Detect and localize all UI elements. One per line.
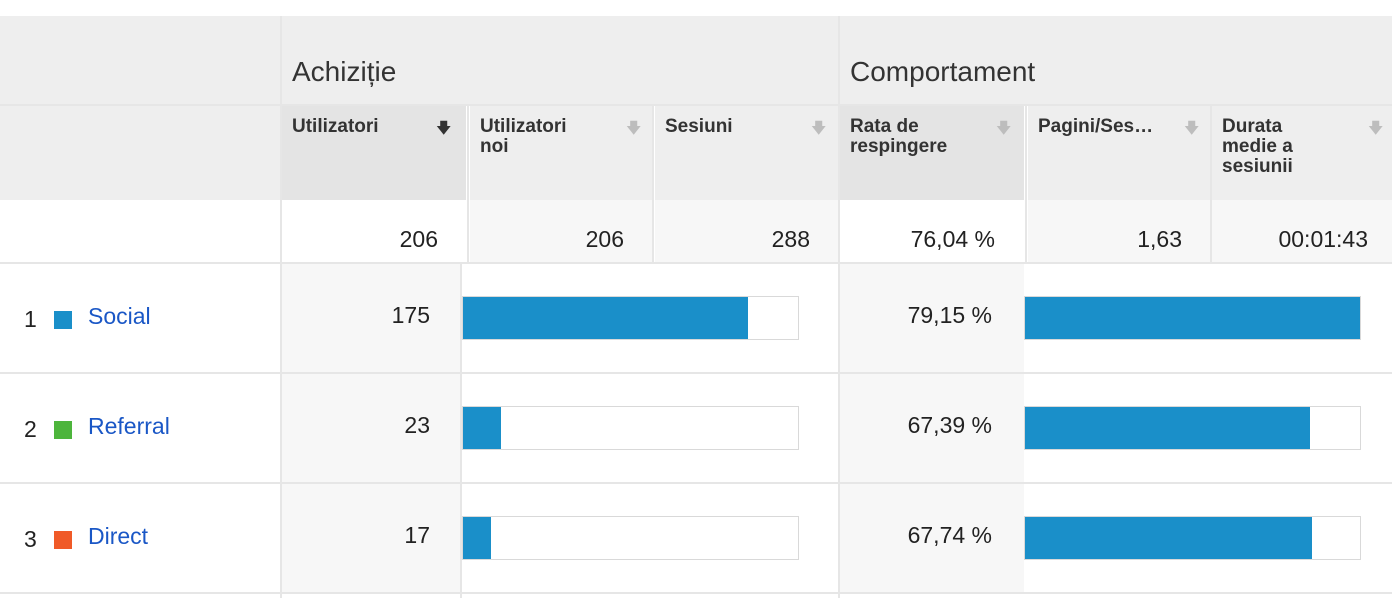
divider [0, 372, 1392, 374]
users-bar-fill [463, 517, 491, 559]
column-header-users[interactable]: Utilizatori 🡇 [282, 106, 466, 200]
bounce-cell-bg [840, 264, 1024, 372]
total-bounce-rate: 76,04 % [910, 226, 995, 252]
divider [0, 104, 1392, 106]
bounce-bar-fill [1025, 517, 1312, 559]
total-users: 206 [399, 226, 438, 252]
column-header-new-users[interactable]: Utilizatori noi 🡇 [470, 106, 652, 200]
divider [652, 106, 654, 262]
bounce-bar [1024, 406, 1361, 450]
divider [0, 262, 1392, 264]
column-header-spacer [0, 106, 280, 200]
channel-color-swatch [54, 531, 72, 549]
bounce-value: 67,39 % [907, 412, 992, 438]
sort-arrow-icon[interactable]: 🡇 [1368, 120, 1384, 137]
users-bar [462, 296, 799, 340]
bounce-cell-bg [840, 484, 1024, 592]
sort-arrow-icon[interactable]: 🡇 [436, 120, 452, 137]
group-title-behavior: Comportament [850, 56, 1036, 87]
users-value: 175 [391, 302, 430, 328]
column-label-bounce-rate: Rata de respingere [850, 116, 948, 157]
table-row: 2 Referral 23 67,39 % [0, 374, 1392, 482]
row-index: 1 [24, 306, 37, 332]
users-bar-fill [463, 407, 501, 449]
channel-color-swatch [54, 311, 72, 329]
users-bar [462, 516, 799, 560]
users-value: 23 [404, 412, 430, 438]
bounce-bar-fill [1025, 407, 1311, 449]
column-label-sessions: Sesiuni [665, 116, 733, 137]
users-cell-bg [282, 374, 460, 482]
sort-arrow-icon[interactable]: 🡇 [811, 120, 827, 137]
divider [460, 262, 462, 598]
totals-row: 206 206 288 76,04 % 1,63 00:01:43 [0, 200, 1392, 262]
group-header-behavior: Comportament [840, 16, 1392, 104]
total-pages-per-session: 1,63 [1028, 200, 1210, 262]
users-cell-bg [282, 484, 460, 592]
bounce-value: 79,15 % [907, 302, 992, 328]
column-label-pages-per-session: Pagini/Ses… [1038, 116, 1154, 137]
sort-arrow-icon[interactable]: 🡇 [996, 120, 1012, 137]
row-index: 2 [24, 416, 37, 442]
bounce-bar [1024, 516, 1361, 560]
row-index: 3 [24, 526, 37, 552]
group-title-acquisition: Achiziție [292, 56, 397, 87]
divider [0, 592, 1392, 594]
users-cell-bg [282, 264, 460, 372]
sort-arrow-icon[interactable]: 🡇 [1184, 120, 1200, 137]
divider [838, 16, 840, 598]
total-new-users: 206 [470, 200, 652, 262]
divider [0, 482, 1392, 484]
column-label-new-users: Utilizatori noi [480, 116, 567, 157]
table-row: 1 Social 175 79,15 % [0, 264, 1392, 372]
total-sessions: 288 [655, 200, 838, 262]
group-header-spacer [0, 16, 280, 104]
table-row: 3 Direct 17 67,74 % [0, 484, 1392, 592]
users-bar [462, 406, 799, 450]
divider [1025, 106, 1027, 262]
channel-link[interactable]: Social [88, 303, 151, 329]
column-header-pages-per-session[interactable]: Pagini/Ses… 🡇 [1028, 106, 1210, 200]
column-label-users: Utilizatori [292, 116, 379, 137]
group-header-acquisition: Achiziție [282, 16, 838, 104]
channel-link[interactable]: Referral [88, 413, 170, 439]
users-value: 17 [404, 522, 430, 548]
column-label-avg-duration: Durata medie a sesiunii [1222, 116, 1293, 177]
bounce-bar [1024, 296, 1361, 340]
divider [1210, 106, 1212, 262]
users-bar-fill [463, 297, 748, 339]
column-header-avg-duration[interactable]: Durata medie a sesiunii 🡇 [1212, 106, 1392, 200]
channel-link[interactable]: Direct [88, 523, 149, 549]
total-avg-duration: 00:01:43 [1212, 200, 1392, 262]
divider [280, 16, 282, 598]
sort-arrow-icon[interactable]: 🡇 [626, 120, 642, 137]
channel-color-swatch [54, 421, 72, 439]
divider [467, 106, 469, 262]
column-header-sessions[interactable]: Sesiuni 🡇 [655, 106, 838, 200]
bounce-cell-bg [840, 374, 1024, 482]
bounce-value: 67,74 % [907, 522, 992, 548]
bounce-bar-fill [1025, 297, 1360, 339]
column-header-bounce-rate[interactable]: Rata de respingere 🡇 [840, 106, 1024, 200]
